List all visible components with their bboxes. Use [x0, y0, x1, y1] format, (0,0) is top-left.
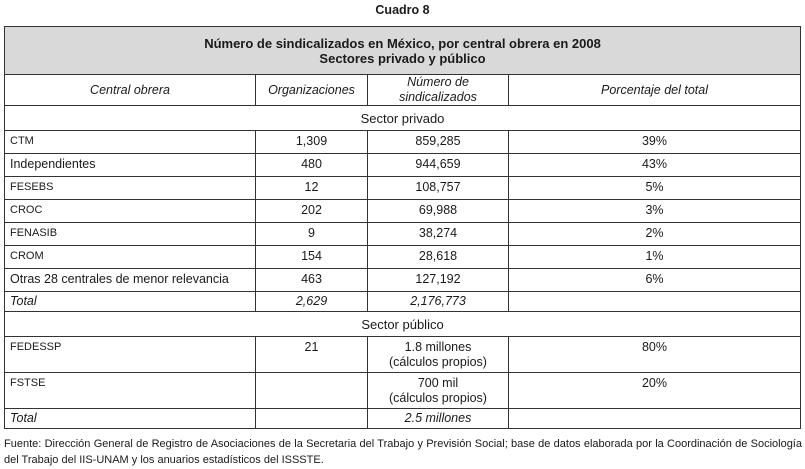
column-header: Número de sindicalizados	[367, 74, 509, 106]
table-row: Otras 28 centrales de menor relevancia 4…	[4, 268, 802, 292]
member-count: 127,192	[367, 268, 509, 292]
section-row: Sector público	[3, 311, 802, 337]
percent: 39%	[507, 130, 802, 154]
central-name: CTM	[4, 130, 256, 154]
total-num: 2.5 millones	[367, 408, 509, 429]
source-note: Fuente: Dirección General de Registro de…	[4, 438, 802, 466]
central-name: CROM	[4, 245, 256, 269]
org-count: 154	[255, 245, 368, 269]
org-count: 480	[255, 153, 368, 177]
column-header: Organizaciones	[255, 74, 368, 106]
total-pct	[507, 408, 802, 429]
central-name: FEDESSP	[4, 336, 256, 373]
total-row: Total 2,629 2,176,773	[4, 291, 802, 312]
member-count-note: (cálculos propios)	[389, 355, 487, 369]
column-header: Porcentaje del total	[507, 74, 802, 106]
member-count-value: 1.8 millones	[404, 340, 472, 354]
table-row: FESEBS 12 108,757 5%	[4, 176, 802, 200]
total-num: 2,176,773	[367, 291, 509, 312]
member-count: 1.8 millones (cálculos propios)	[367, 336, 509, 373]
org-count: 21	[255, 336, 368, 373]
table-caption: Cuadro 8	[375, 3, 430, 17]
total-label: Total	[4, 408, 256, 429]
total-pct	[507, 291, 802, 312]
total-org	[255, 408, 368, 429]
table-row: FEDESSP 21 1.8 millones (cálculos propios…	[4, 336, 802, 373]
central-name: Independientes	[4, 153, 256, 177]
member-count: 944,659	[367, 153, 509, 177]
percent: 20%	[507, 372, 802, 409]
table-row: Independientes 480 944,659 43%	[4, 153, 802, 177]
central-name: FSTSE	[4, 372, 256, 409]
member-count: 38,274	[367, 222, 509, 246]
total-org: 2,629	[255, 291, 368, 312]
percent: 3%	[507, 199, 802, 223]
member-count: 700 mil (cálculos propios)	[367, 372, 509, 409]
percent: 80%	[507, 336, 802, 373]
member-count-value: 700 mil	[417, 376, 459, 390]
org-count: 202	[255, 199, 368, 223]
percent: 1%	[507, 245, 802, 269]
unions-table: Número de sindicalizados en México, por …	[3, 26, 802, 429]
org-count: 12	[255, 176, 368, 200]
org-count: 463	[255, 268, 368, 292]
member-count: 69,988	[367, 199, 509, 223]
table-row: CROM 154 28,618 1%	[4, 245, 802, 269]
section-label: Sector privado	[3, 105, 802, 131]
section-label: Sector público	[3, 311, 802, 337]
central-name: CROC	[4, 199, 256, 223]
org-count: 9	[255, 222, 368, 246]
table-row: FENASIB 9 38,274 2%	[4, 222, 802, 246]
table-row: CTM 1,309 859,285 39%	[4, 130, 802, 154]
table-row: FSTSE 700 mil (cálculos propios) 20%	[4, 372, 802, 409]
org-count: 1,309	[255, 130, 368, 154]
table-title-row: Número de sindicalizados en México, por …	[3, 26, 802, 75]
table-subtitle: Sectores privado y público	[319, 50, 486, 66]
central-name: FESEBS	[4, 176, 256, 200]
total-row: Total 2.5 millones	[4, 408, 802, 429]
member-count: 28,618	[367, 245, 509, 269]
percent: 2%	[507, 222, 802, 246]
column-header-row: Central obrera Organizaciones Número de …	[4, 74, 802, 106]
member-count: 108,757	[367, 176, 509, 200]
org-count	[255, 372, 368, 409]
section-row: Sector privado	[3, 105, 802, 131]
table-row: CROC 202 69,988 3%	[4, 199, 802, 223]
central-name: FENASIB	[4, 222, 256, 246]
central-name: Otras 28 centrales de menor relevancia	[4, 268, 256, 292]
total-label: Total	[4, 291, 256, 312]
percent: 6%	[507, 268, 802, 292]
member-count: 859,285	[367, 130, 509, 154]
member-count-note: (cálculos propios)	[389, 391, 487, 405]
percent: 5%	[507, 176, 802, 200]
table-title: Número de sindicalizados en México, por …	[204, 35, 601, 51]
column-header: Central obrera	[4, 74, 256, 106]
percent: 43%	[507, 153, 802, 177]
